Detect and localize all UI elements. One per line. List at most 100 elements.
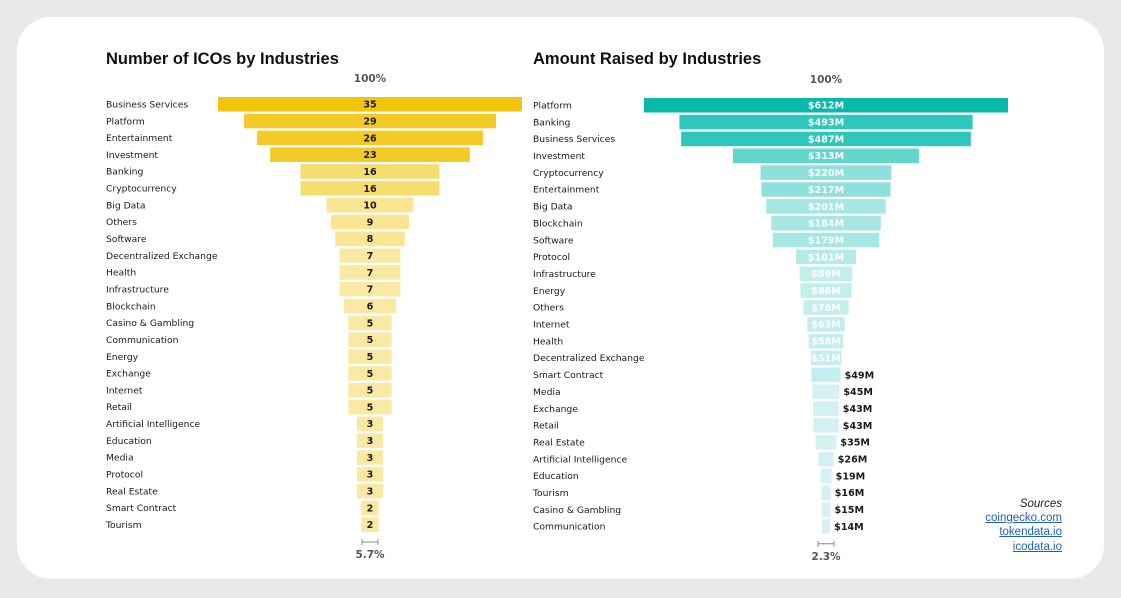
category-label: Health: [533, 336, 563, 347]
category-label: Media: [106, 453, 134, 464]
value-label: 5: [367, 369, 374, 380]
category-label: Communication: [533, 522, 606, 533]
value-label: 29: [363, 116, 377, 127]
funnel-bar: [761, 182, 891, 197]
category-label: Protocol: [533, 252, 570, 263]
category-label: Others: [533, 303, 564, 314]
category-label: Energy: [106, 352, 139, 363]
funnel-bar: [772, 232, 880, 248]
category-label: Exchange: [533, 404, 578, 415]
value-label: $43M: [843, 421, 873, 432]
funnel-bar: [348, 315, 392, 331]
funnel-bar: [339, 248, 401, 263]
category-label: Tourism: [105, 520, 142, 531]
value-label: $15M: [834, 505, 864, 516]
funnel-bar: [644, 98, 1008, 113]
value-label: 3: [367, 487, 374, 498]
funnel-bar: [339, 265, 401, 280]
category-label: Internet: [533, 320, 570, 331]
sources-heading: Sources: [1019, 498, 1062, 510]
category-label: Infrastructure: [533, 269, 596, 280]
value-label: 2: [367, 520, 374, 531]
funnel-bar: [760, 165, 892, 180]
funnel-bar: [818, 451, 834, 467]
value-label: 3: [367, 470, 374, 481]
value-label: $313M: [808, 151, 844, 162]
value-label: $612M: [808, 101, 844, 112]
funnel-bar: [348, 366, 392, 381]
funnel-bar: [270, 147, 470, 162]
value-label: $220M: [808, 168, 844, 179]
category-label: Platform: [533, 100, 572, 111]
funnel-bar: [813, 418, 839, 433]
funnel-bar: [356, 416, 384, 432]
category-label: Exchange: [106, 369, 151, 380]
value-label: $493M: [808, 118, 844, 129]
value-label: $43M: [843, 404, 873, 415]
funnel-bar: [821, 519, 831, 534]
value-label: 8: [367, 234, 374, 245]
category-label: Others: [106, 217, 137, 228]
funnel-bar: [821, 502, 831, 517]
pct-top-label: 100%: [354, 73, 387, 85]
funnel-bar: [771, 215, 881, 231]
source-link-tokendata[interactable]: tokendata.io: [999, 526, 1062, 539]
funnel-bar: [815, 435, 837, 450]
value-label: $58M: [811, 337, 841, 348]
funnel-bar: [766, 199, 886, 214]
category-label: Education: [533, 471, 579, 482]
funnel-bar: [803, 300, 849, 315]
value-label: 5: [367, 402, 374, 413]
funnel-bar: [244, 113, 496, 129]
pct-bottom-label: 2.3%: [811, 551, 841, 563]
value-label: $76M: [811, 303, 841, 314]
value-label: 10: [363, 201, 377, 212]
category-label: Media: [533, 387, 561, 398]
funnel-bar: [811, 367, 841, 383]
category-label: Blockchain: [533, 218, 583, 229]
value-label: 23: [363, 150, 376, 161]
category-label: Smart Contract: [106, 503, 177, 514]
source-link-coingecko[interactable]: coingecko.com: [985, 512, 1062, 525]
funnel-bar: [348, 349, 392, 364]
funnel-bar: [681, 131, 971, 147]
value-label: $201M: [808, 202, 844, 213]
category-label: Retail: [533, 421, 559, 432]
funnel-bar: [339, 282, 401, 297]
category-label: Business Services: [533, 134, 615, 145]
funnel-bar: [356, 467, 384, 482]
funnel-bar: [799, 266, 853, 281]
category-label: Banking: [533, 117, 570, 128]
category-label: Investment: [533, 151, 585, 162]
funnel-bar: [348, 382, 392, 398]
funnel-bar: [348, 332, 392, 347]
funnel-bar: [335, 231, 405, 247]
value-label: $19M: [836, 471, 866, 482]
value-label: 26: [363, 133, 377, 144]
funnel-bar: [800, 283, 852, 298]
value-label: 16: [363, 167, 377, 178]
funnel-bar: [218, 97, 522, 112]
chart-title-icos: Number of ICOs by Industries: [106, 50, 339, 68]
value-label: 3: [367, 436, 374, 447]
category-label: Tourism: [532, 488, 569, 499]
value-label: 5: [367, 352, 374, 363]
funnel-bar: [356, 433, 384, 448]
value-label: $49M: [845, 370, 875, 381]
value-label: $184M: [808, 219, 844, 230]
category-label: Software: [106, 234, 147, 245]
value-label: $51M: [811, 353, 841, 364]
value-label: $14M: [834, 522, 864, 533]
funnel-bar: [300, 164, 440, 179]
funnel-bar: [330, 214, 410, 230]
category-label: Communication: [106, 335, 179, 346]
category-label: Cryptocurrency: [106, 184, 177, 195]
value-label: 5: [367, 318, 374, 329]
category-label: Investment: [106, 150, 158, 161]
funnel-bar: [257, 130, 483, 146]
category-label: Platform: [106, 116, 145, 127]
value-label: 16: [363, 184, 377, 195]
category-label: Health: [106, 268, 136, 279]
source-link-icodata[interactable]: icodata.io: [1012, 540, 1062, 553]
